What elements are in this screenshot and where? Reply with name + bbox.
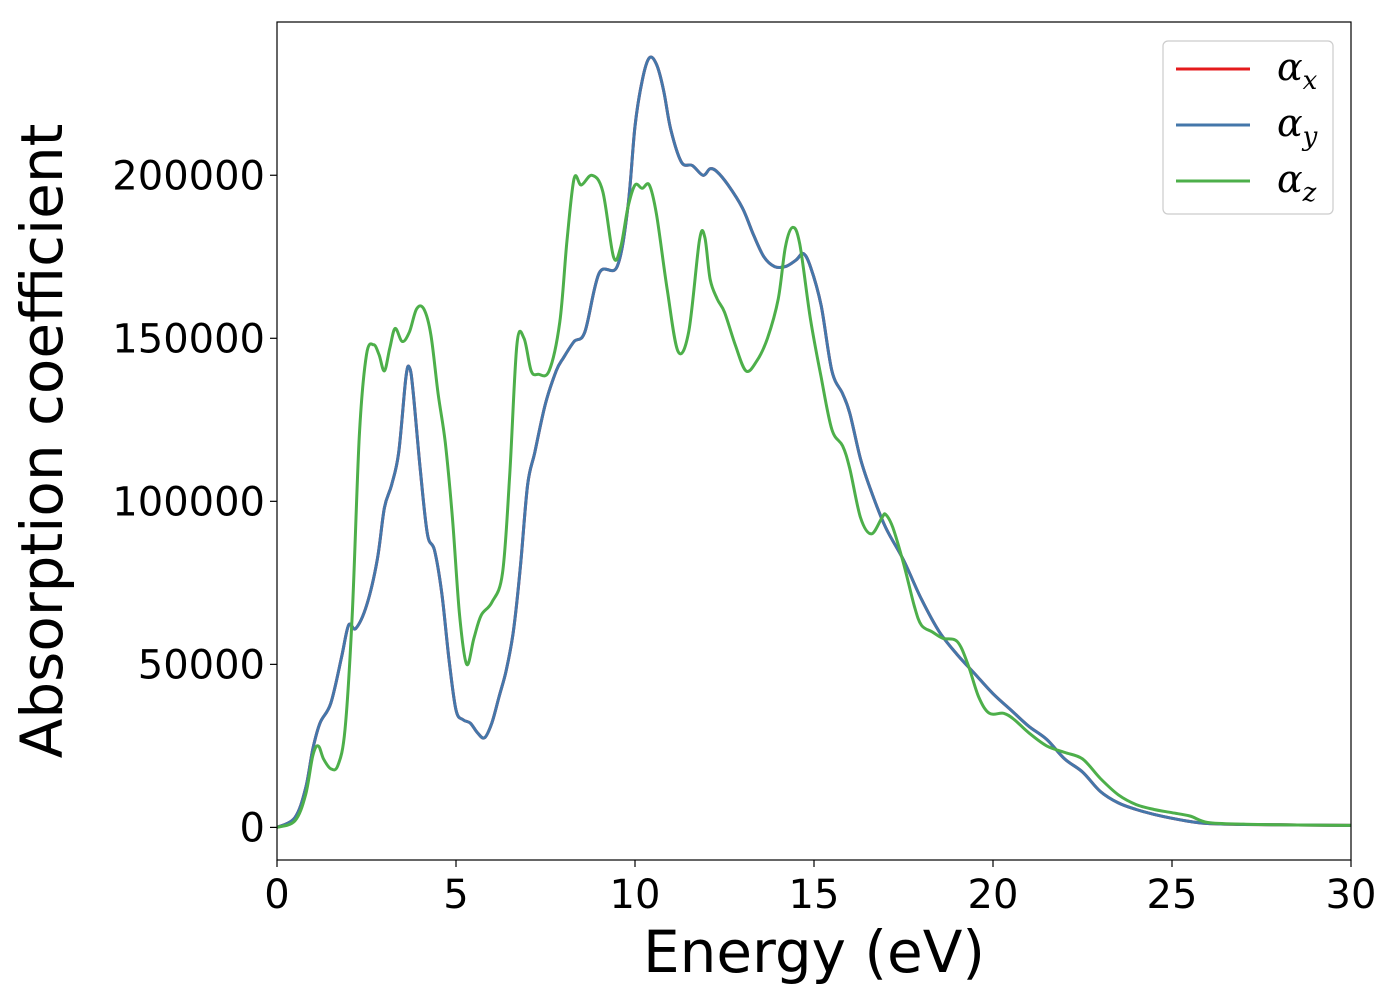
x-tick-label: 10 <box>610 872 661 918</box>
legend-label-y: αy <box>1277 101 1318 152</box>
series-line-y <box>277 55 1351 829</box>
legend-label-z: αz <box>1277 157 1317 208</box>
x-tick-label: 0 <box>264 872 289 918</box>
x-tick-label: 30 <box>1326 872 1377 918</box>
y-axis-label: Absorption coefficient <box>8 124 76 759</box>
series-layer <box>277 55 1351 829</box>
y-tick-label: 100000 <box>112 479 265 525</box>
x-tick-label: 15 <box>789 872 840 918</box>
series-line-z <box>277 173 1351 829</box>
y-tick-label: 200000 <box>112 153 265 199</box>
x-tick-label: 20 <box>968 872 1019 918</box>
x-tick-label: 5 <box>443 872 468 918</box>
y-tick-label: 0 <box>240 805 265 851</box>
legend-label-x: αx <box>1277 45 1318 96</box>
y-tick-label: 150000 <box>112 316 265 362</box>
tick-layer: 0 5 10 15 20 25 30 0 50000 100000 150000 200000 <box>112 153 1376 918</box>
x-tick-label: 25 <box>1147 872 1198 918</box>
legend-box <box>1162 40 1334 215</box>
x-axis-label: Energy (eV) <box>643 918 985 986</box>
y-tick-label: 50000 <box>138 642 265 688</box>
